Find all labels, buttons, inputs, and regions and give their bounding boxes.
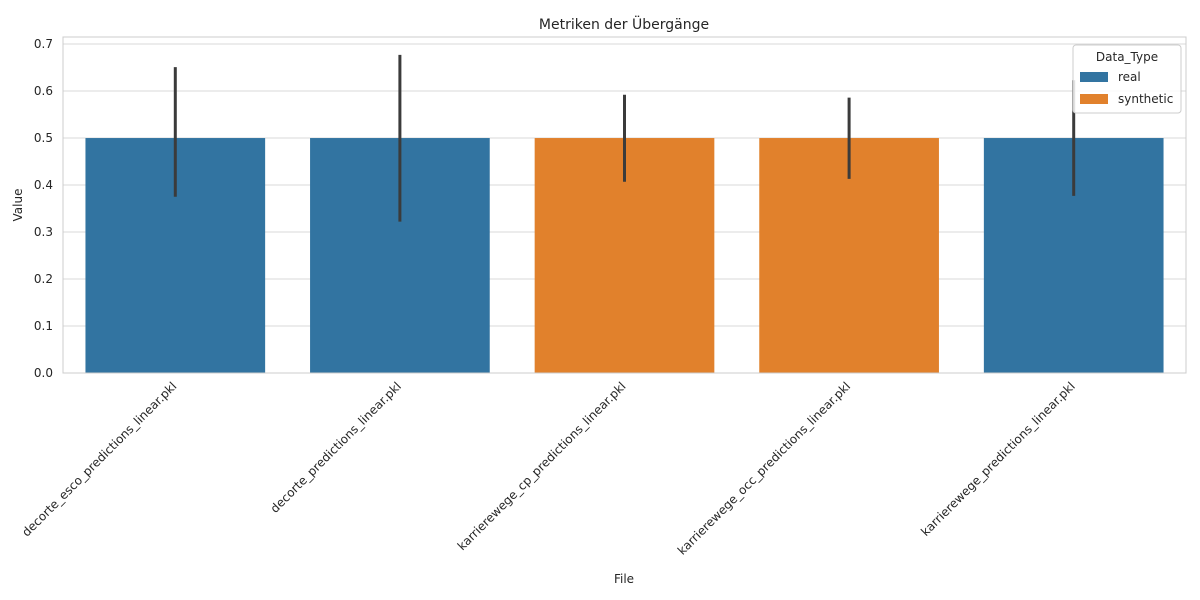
legend-swatch-real bbox=[1080, 72, 1108, 82]
x-tick-label: karrierewege_occ_predictions_linear.pkl bbox=[675, 379, 853, 557]
y-tick-label: 0.7 bbox=[34, 37, 53, 51]
x-tick-label: karrierewege_predictions_linear.pkl bbox=[918, 379, 1078, 539]
legend-label-real: real bbox=[1118, 70, 1141, 84]
x-tick-label: decorte_predictions_linear.pkl bbox=[268, 379, 404, 515]
y-tick-label: 0.4 bbox=[34, 178, 53, 192]
x-axis-label: File bbox=[614, 572, 634, 586]
y-tick-label: 0.3 bbox=[34, 225, 53, 239]
legend: Data_Type real synthetic bbox=[1072, 44, 1182, 114]
x-tick-label: karrierewege_cp_predictions_linear.pkl bbox=[455, 379, 629, 553]
y-tick-label: 0.1 bbox=[34, 319, 53, 333]
bars bbox=[85, 138, 1164, 373]
x-tick-labels: decorte_esco_predictions_linear.pkl decor… bbox=[19, 379, 1078, 557]
y-tick-label: 0.6 bbox=[34, 84, 53, 98]
chart-title: Metriken der Übergänge bbox=[539, 15, 709, 33]
y-tick-label: 0.2 bbox=[34, 272, 53, 286]
y-tick-label: 0.5 bbox=[34, 131, 53, 145]
x-tick-label: decorte_esco_predictions_linear.pkl bbox=[19, 379, 179, 539]
legend-label-synthetic: synthetic bbox=[1118, 92, 1173, 106]
legend-swatch-synthetic bbox=[1080, 94, 1108, 104]
error-bars bbox=[173, 54, 1076, 222]
y-tick-labels: 0.0 0.1 0.2 0.3 0.4 0.5 0.6 0.7 bbox=[34, 37, 53, 380]
plot-frame bbox=[62, 36, 1187, 374]
legend-title: Data_Type bbox=[1096, 50, 1158, 64]
y-axis-label: Value bbox=[11, 189, 25, 222]
y-tick-label: 0.0 bbox=[34, 366, 53, 380]
